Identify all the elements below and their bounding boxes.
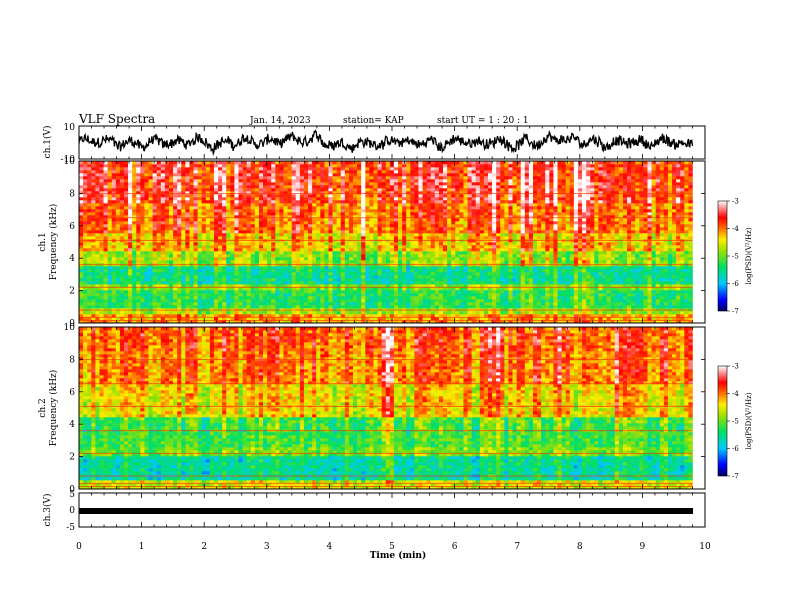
- start-time-label: start UT = 1 : 20 : 1: [437, 116, 529, 126]
- ch1-ylabel: ch.1(V): [42, 126, 53, 159]
- ch3-ytick-mid: 0: [69, 506, 75, 516]
- spec-ytick-label: 10: [64, 323, 76, 333]
- x-tick-label: 2: [201, 542, 207, 552]
- colorbar-tick-label: -5: [732, 253, 739, 261]
- figure-title: VLF Spectra: [78, 112, 155, 126]
- ch2-colorbar-label: log(PSD)(V²/Hz): [745, 392, 753, 449]
- spec-ytick-label: 6: [69, 388, 75, 398]
- spec-ytick-label: 2: [69, 287, 75, 297]
- ch3-waveform-line: [79, 508, 693, 514]
- ch1-spectrogram-image: [79, 161, 693, 323]
- x-tick-label: 9: [640, 542, 646, 552]
- x-tick-label: 1: [139, 542, 145, 552]
- spec-ytick-label: 6: [69, 222, 75, 232]
- ch2-spectrogram-image: [79, 327, 693, 489]
- ch3-waveform-panel: 5 0 -5 ch.3(V): [42, 490, 705, 533]
- colorbar-tick-label: -4: [732, 225, 739, 233]
- ch3-ytick-bottom: -5: [66, 523, 75, 533]
- ch2-colorbar: -3 -4 -5 -6 -7 log(PSD)(V²/Hz): [718, 363, 753, 481]
- ch1-spec-ylabel-line2: Frequency (kHz): [48, 204, 59, 281]
- spec-ytick-label: 4: [69, 254, 75, 264]
- spec-ytick-label: 8: [69, 355, 75, 365]
- colorbar-tick-label: -3: [732, 363, 739, 371]
- ch2-spec-ylabel-line1: ch.2: [38, 398, 48, 417]
- colorbar-tick-label: -5: [732, 418, 739, 426]
- spec-ytick-label: 10: [64, 157, 76, 167]
- x-tick-label: 3: [264, 542, 270, 552]
- x-tick-label: 8: [577, 542, 583, 552]
- vlf-figure: VLF Spectra Jan. 14, 2023 station= KAP s…: [0, 0, 792, 612]
- ch1-waveform-panel: 10 -10 ch.1(V): [42, 123, 705, 165]
- spec-ytick-label: 8: [69, 189, 75, 199]
- ch3-ylabel: ch.3(V): [42, 494, 53, 527]
- spec-ytick-label: 4: [69, 420, 75, 430]
- ch3-ytick-top: 5: [69, 490, 75, 500]
- date-label: Jan. 14, 2023: [249, 116, 311, 126]
- x-tick-label: 10: [699, 542, 711, 552]
- ch2-spec-ylabel-line2: Frequency (kHz): [48, 370, 59, 447]
- colorbar-tick-label: -4: [732, 390, 739, 398]
- colorbar-tick-label: -7: [732, 308, 739, 316]
- colorbar-tick-label: -6: [732, 445, 739, 453]
- x-axis-label: Time (min): [370, 550, 427, 561]
- colorbar-tick-label: -7: [732, 473, 739, 481]
- ch1-colorbar: -3 -4 -5 -6 -7 log(PSD)(V²/Hz): [718, 198, 753, 316]
- x-tick-label: 4: [327, 542, 333, 552]
- ch1-spec-ylabel-line1: ch.1: [38, 232, 48, 251]
- colorbar-tick-label: -3: [732, 198, 739, 206]
- ch1-colorbar-label: log(PSD)(V²/Hz): [745, 227, 753, 284]
- x-tick-label: 7: [514, 542, 520, 552]
- x-tick-label: 0: [76, 542, 82, 552]
- ch1-waveform-line: [79, 131, 693, 154]
- colorbar-tick-label: -6: [732, 280, 739, 288]
- ch1-ytick-top: 10: [64, 123, 76, 133]
- station-label: station= KAP: [343, 116, 404, 126]
- x-tick-label: 6: [452, 542, 458, 552]
- spec-ytick-label: 2: [69, 453, 75, 463]
